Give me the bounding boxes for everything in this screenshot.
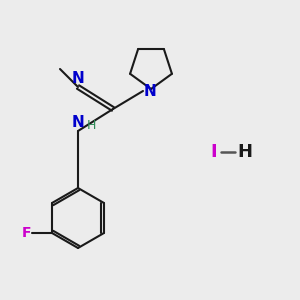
Text: H: H: [237, 143, 252, 161]
Text: I: I: [210, 143, 217, 161]
Text: N: N: [72, 115, 84, 130]
Text: F: F: [22, 226, 31, 240]
Text: H: H: [87, 119, 96, 132]
Text: N: N: [144, 83, 157, 98]
Text: N: N: [72, 71, 84, 86]
